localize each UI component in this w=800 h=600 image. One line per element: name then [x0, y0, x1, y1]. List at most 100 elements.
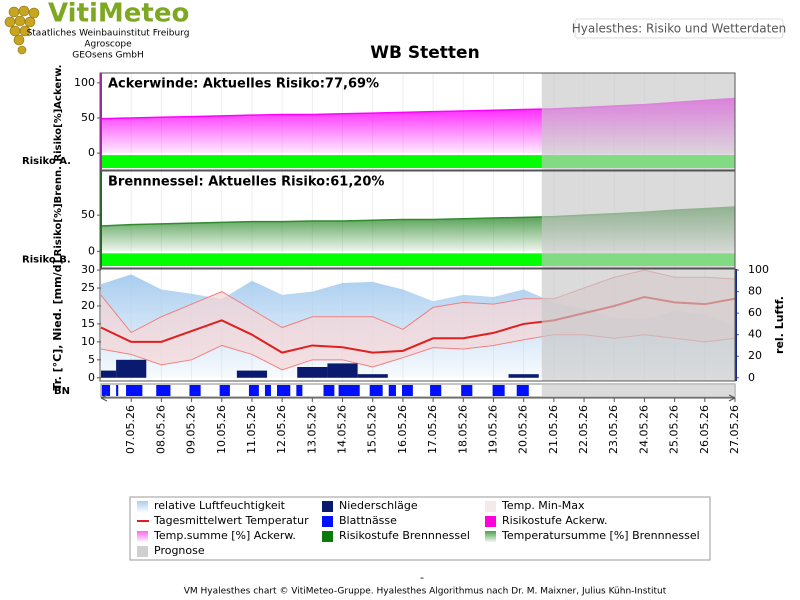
- legend-swatch: [322, 516, 333, 527]
- y-tick-label: 25: [81, 281, 95, 294]
- prognose-region: [541, 171, 735, 268]
- y2-tick-label: 20: [748, 349, 762, 362]
- y2-tick-label: 40: [748, 328, 762, 341]
- leaf-wetness: [401, 385, 413, 396]
- leaf-wetness: [516, 385, 529, 396]
- x-tick-label: 27.05.26: [728, 405, 741, 454]
- x-tick-label: 15.05.26: [366, 405, 379, 454]
- x-tick-label: 11.05.26: [245, 405, 258, 454]
- x-tick-label: 16.05.26: [396, 405, 409, 454]
- x-tick-label: 22.05.26: [577, 405, 590, 454]
- footer-dash: -: [420, 571, 424, 584]
- precipitation-bar: [101, 370, 117, 378]
- bn-label: BN: [54, 386, 70, 397]
- leaf-wetness: [323, 385, 335, 396]
- panel-annotation: Ackerwinde: Aktuelles Risiko:77,69%: [108, 77, 379, 92]
- plot-frame: [99, 72, 736, 171]
- legend-label: Temp. Min-Max: [501, 499, 585, 512]
- x-tick-label: 17.05.26: [426, 405, 439, 454]
- legend-swatch: [485, 516, 496, 527]
- legend-swatch: [485, 531, 496, 542]
- y2-tick-label: 0: [748, 371, 755, 384]
- scroll-arrows: [100, 394, 736, 402]
- x-tick-label: 21.05.26: [547, 405, 560, 454]
- legend-label: Niederschläge: [339, 499, 418, 512]
- leaf-wetness: [116, 385, 119, 396]
- legend-swatch: [485, 501, 496, 512]
- legend-label: Tagesmittelwert Temperatur: [153, 514, 309, 527]
- leaf-wetness: [264, 385, 271, 396]
- legend-swatch: [322, 531, 333, 542]
- x-tick-label: 19.05.26: [486, 405, 499, 454]
- leaf-wetness: [461, 385, 473, 396]
- plot-frame: [99, 170, 736, 269]
- leaf-wetness: [126, 385, 143, 396]
- panel-annotation: Brennnessel: Aktuelles Risiko:61,20%: [108, 175, 384, 190]
- y2-tick-label: 80: [748, 285, 762, 298]
- logo-line: Agroscope: [84, 40, 132, 50]
- y-tick-label: 30: [81, 263, 95, 276]
- plot-frame: [99, 268, 736, 382]
- leaf-wetness: [248, 385, 259, 396]
- x-tick-label: 24.05.26: [637, 405, 650, 454]
- precipitation-bar: [327, 363, 358, 378]
- legend-label: Prognose: [154, 544, 205, 557]
- legend: relative Luftfeuchtigkeit Niederschläge Te…: [137, 499, 700, 557]
- x-tick-label: 08.05.26: [154, 405, 167, 454]
- x-tick-label: 23.05.26: [607, 405, 620, 454]
- y-tick-label: 50: [81, 208, 95, 221]
- x-tick-label: 20.05.26: [517, 405, 530, 454]
- logo-line: GEOsens GmbH: [72, 51, 143, 61]
- legend-label: Temperatursumme [%] Brennnessel: [501, 529, 700, 542]
- precipitation-bar: [357, 374, 388, 378]
- legend-label: Risikostufe Ackerw.: [502, 514, 607, 527]
- precipitation-bar: [508, 374, 539, 378]
- prognose-region: [541, 269, 735, 381]
- x-tick-label: 14.05.26: [336, 405, 349, 454]
- x-tick-label: 09.05.26: [185, 405, 198, 454]
- leaf-wetness: [369, 385, 383, 396]
- footer: VM Hyalesthes chart © VitiMeteo-Gruppe. …: [184, 587, 667, 597]
- legend-label: Blattnässe: [339, 514, 397, 527]
- x-tick-label: 18.05.26: [456, 405, 469, 454]
- legend-label: Temp.summe [%] Ackerw.: [153, 529, 296, 542]
- x-tick-label: 10.05.26: [215, 405, 228, 454]
- legend-swatch: [137, 501, 148, 512]
- leaf-wetness: [338, 385, 360, 396]
- y-tick-label: 0: [88, 146, 95, 159]
- y-tick-label: 5: [88, 353, 95, 366]
- leaf-wetness: [492, 385, 505, 396]
- risk-label: Risiko B.: [22, 254, 71, 265]
- leaf-wetness: [388, 385, 396, 396]
- leaf-wetness: [189, 385, 201, 396]
- y2-tick-label: 60: [748, 306, 762, 319]
- leaf-wetness: [156, 385, 171, 396]
- legend-box: [129, 496, 711, 561]
- y-tick-label: 50: [81, 111, 95, 124]
- leaf-wetness: [277, 385, 291, 396]
- chart-title: WB Stetten: [370, 43, 479, 63]
- x-tick-label: 13.05.26: [305, 405, 318, 454]
- x-tick-label: 25.05.26: [668, 405, 681, 454]
- precipitation-bar: [297, 367, 328, 378]
- prognose-region: [541, 73, 735, 170]
- y-axis-label: Tr. [°C], Nied. [mm/d]: [51, 260, 64, 391]
- legend-swatch: [322, 501, 333, 512]
- y-tick-label: 0: [88, 371, 95, 384]
- logo-line: Staatliches Weinbauinstitut Freiburg: [27, 29, 190, 39]
- y2-tick-label: 100: [748, 263, 769, 276]
- leaf-wetness: [296, 385, 303, 396]
- logo-text: VitiMeteo: [48, 0, 189, 29]
- y-tick-label: 10: [81, 335, 95, 348]
- y-tick-label: 0: [88, 244, 95, 257]
- legend-label: relative Luftfeuchtigkeit: [154, 499, 286, 512]
- page-tab-label: Hyalesthes: Risiko und Wetterdaten: [572, 22, 787, 36]
- prognose-region: [541, 384, 735, 397]
- leaf-wetness: [430, 385, 442, 396]
- y2-axis-label: rel. Luftf.: [773, 296, 786, 354]
- precipitation-bar: [116, 359, 147, 378]
- y-tick-label: 15: [81, 317, 95, 330]
- y-tick-label: 20: [81, 299, 95, 312]
